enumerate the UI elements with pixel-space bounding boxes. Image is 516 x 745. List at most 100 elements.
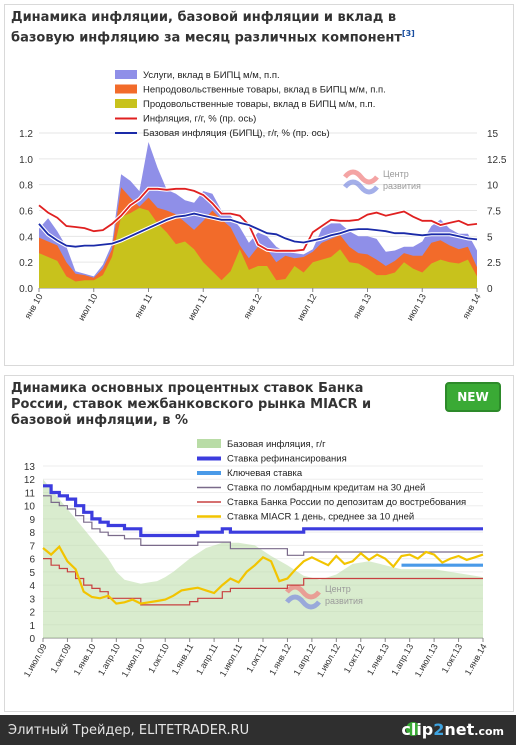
x-tick-label: 1.апр.10: [96, 642, 122, 677]
inflation-chart: 0.0 0.2 0.4 0.6 0.8 1.0 1.2 0 2.5 5 7.5 10 12.5 15 Цен…: [19, 70, 507, 322]
y-tick-label-left: 0.8: [19, 181, 33, 192]
x-tick-label: июл 10: [76, 292, 99, 322]
legend-swatch: [115, 84, 137, 94]
y-tick-label: 0: [29, 634, 35, 645]
brand-part: net: [444, 720, 475, 739]
y-tick-label-right: 15: [487, 129, 499, 140]
y-tick-label: 7: [29, 541, 35, 552]
y-tick-label-right: 7.5: [487, 207, 501, 218]
y-tick-label: 10: [24, 502, 36, 513]
y-tick-label-left: 0.4: [19, 232, 33, 243]
legend-label: Базовая инфляция (БИПЦ), г/г, % (пр. ось…: [143, 128, 330, 139]
y-tick-label: 9: [29, 515, 35, 526]
chart-panel-inflation: Динамика инфляции, базовой инфляции и вк…: [4, 4, 514, 366]
x-tick-label: 1.окт.13: [440, 642, 465, 675]
y-tick-label: 6: [29, 555, 35, 566]
chart-title: Динамика основных процентных ставок Банк…: [11, 381, 372, 428]
brand-part: clip: [401, 720, 434, 739]
y-tick-label: 1: [29, 621, 35, 632]
y-tick-label-right: 0: [487, 284, 493, 295]
x-tick-label: 1.янв.10: [72, 642, 98, 677]
line-series: [38, 212, 478, 248]
y-tick-label-right: 12.5: [487, 155, 507, 166]
x-tick-label: 1.янв.13: [365, 642, 391, 677]
y-tick-label-right: 10: [487, 181, 499, 192]
y-tick-label-left: 1.2: [19, 129, 33, 140]
legend-label: Ставка MIACR 1 день, среднее за 10 дней: [227, 512, 414, 523]
footnote-ref[interactable]: [3]: [401, 29, 415, 38]
watermark-text: развития: [325, 596, 363, 606]
legend-label: Ключевая ставка: [227, 468, 303, 479]
legend-label: Непродовольственные товары, вклад в БИПЦ…: [143, 85, 386, 96]
watermark-text: развития: [383, 181, 421, 191]
y-tick-label: 2: [29, 608, 35, 619]
watermark-text: Центр: [325, 584, 351, 594]
y-tick-label-left: 0.6: [19, 207, 33, 218]
line-series: [38, 187, 478, 252]
watermark-text: Центр: [383, 169, 409, 179]
y-tick-label: 4: [29, 581, 35, 592]
x-tick-label: 1.окт.09: [48, 642, 73, 675]
clip2net-brand[interactable]: clip2net.com: [401, 720, 504, 739]
x-tick-label: 1.окт.10: [146, 642, 171, 675]
x-tick-label: 1.июл.13: [413, 642, 440, 679]
x-tick-label: 1.янв.14: [463, 642, 489, 677]
y-tick-label: 5: [29, 568, 35, 579]
x-tick-label: янв 10: [23, 292, 45, 321]
line-series: [43, 495, 483, 556]
legend-swatch: [115, 99, 137, 108]
x-tick-label: июл 13: [405, 292, 428, 322]
x-tick-label: 1.апр.13: [389, 642, 415, 677]
y-tick-label: 12: [24, 475, 36, 486]
legend-label: Инфляция, г/г, % (пр. ось): [143, 114, 256, 125]
y-tick-label-left: 0.2: [19, 258, 33, 269]
line-series: [43, 558, 483, 606]
x-tick-label: янв 13: [351, 292, 373, 321]
watermark-icon: [343, 179, 379, 195]
footer-source[interactable]: Элитный Трейдер, ELITETRADER.RU: [8, 723, 250, 738]
x-tick-label: янв 12: [242, 292, 264, 321]
legend-label: Услуги, вклад в БИПЦ м/м, п.п.: [143, 70, 280, 81]
new-badge[interactable]: NEW: [445, 382, 501, 412]
brand-part: .com: [474, 725, 504, 738]
clip2net-logo-icon: [406, 722, 420, 736]
brand-part: 2: [433, 720, 445, 739]
watermark-icon: [285, 594, 321, 610]
x-tick-label: янв 14: [461, 292, 483, 321]
line-series: [42, 544, 484, 605]
y-tick-label-left: 1.0: [19, 155, 33, 166]
y-tick-label: 3: [29, 594, 35, 605]
x-tick-label: 1.янв.12: [267, 642, 293, 677]
y-tick-label: 11: [25, 488, 36, 499]
y-tick-label-right: 2.5: [487, 258, 501, 269]
x-tick-label: июл 11: [186, 292, 209, 322]
x-tick-label: янв 11: [132, 292, 154, 320]
x-tick-label: июл 12: [295, 292, 318, 322]
x-tick-label: 1.июл.11: [218, 642, 245, 678]
legend-swatch: [197, 439, 221, 448]
legend-swatch: [115, 70, 137, 79]
x-tick-label: 1.июл.10: [119, 642, 146, 679]
y-tick-label: 13: [24, 462, 36, 473]
x-tick-label: 1.июл.09: [22, 642, 49, 679]
legend-label: Продовольственные товары, вклад в БИПЦ м…: [143, 99, 375, 110]
legend-label: Ставка по ломбардным кредитам на 30 дней: [227, 483, 425, 494]
line-series-halo: [37, 186, 478, 253]
legend-label: Базовая инфляция, г/г: [227, 439, 326, 450]
x-tick-label: 1.окт.12: [342, 642, 367, 675]
chart-title: Динамика инфляции, базовой инфляции и вк…: [11, 10, 441, 46]
y-tick-label-right: 5: [487, 232, 493, 243]
x-tick-label: 1.июл.12: [315, 642, 342, 679]
x-tick-label: 1.апр.12: [292, 642, 318, 677]
x-tick-label: 1.окт.11: [244, 642, 268, 674]
chart-panel-rates: Динамика основных процентных ставок Банк…: [4, 375, 514, 712]
chart-title-text: Динамика инфляции, базовой инфляции и вк…: [11, 10, 402, 46]
y-tick-label: 8: [29, 528, 35, 539]
legend-label: Ставка рефинансирования: [227, 454, 347, 465]
watermark-icon: [343, 169, 379, 185]
x-tick-label: 1.янв.11: [170, 642, 196, 676]
y-tick-label-left: 0.0: [19, 284, 33, 295]
footer-bar: Элитный Трейдер, ELITETRADER.RU clip2net…: [0, 715, 516, 745]
x-tick-label: 1.апр.11: [194, 642, 220, 677]
